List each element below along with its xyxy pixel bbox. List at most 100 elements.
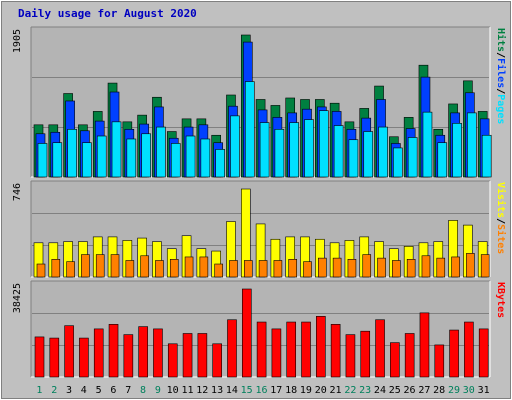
kbytes-bar — [286, 321, 297, 378]
pages-bar — [333, 125, 344, 178]
kbytes-bar — [153, 328, 163, 378]
kbytes-bar — [478, 328, 489, 378]
kbytes-bar — [182, 333, 193, 378]
legend-kbytes: KBytes — [495, 282, 506, 318]
sites-bar — [451, 256, 460, 278]
pages-bar — [215, 149, 225, 178]
day-label: 6 — [110, 385, 116, 396]
sites-bar — [95, 254, 105, 278]
sites-bar — [480, 254, 490, 278]
pages-bar — [289, 122, 300, 178]
kbytes-bar — [375, 319, 385, 378]
kbytes-bar — [404, 333, 415, 378]
pages-bar — [141, 133, 151, 178]
kbytes-bar — [64, 325, 74, 378]
y-max-label: 1905 — [12, 29, 23, 53]
kbytes-bar — [212, 343, 222, 378]
kbytes-bar — [227, 319, 237, 378]
day-label: 15 — [241, 385, 253, 396]
sites-bar — [332, 257, 342, 278]
day-label: 18 — [285, 385, 297, 396]
day-label: 19 — [300, 385, 312, 396]
legend-separator: / — [495, 218, 506, 224]
sites-bar — [258, 260, 268, 278]
pages-bar — [96, 135, 107, 178]
y-max-label: 746 — [12, 183, 23, 201]
sites-bar — [155, 260, 164, 278]
pages-bar — [156, 126, 166, 178]
kbytes-bar — [138, 326, 148, 378]
sites-bar — [421, 255, 431, 278]
pages-bar — [230, 115, 240, 178]
day-label: 7 — [125, 385, 131, 396]
kbytes-bar — [360, 330, 371, 378]
kbytes-bar — [301, 321, 311, 378]
kbytes-bar — [449, 329, 459, 378]
pages-bar — [200, 138, 211, 178]
sites-bar — [81, 254, 90, 278]
day-label: 3 — [66, 385, 72, 396]
day-label: 2 — [51, 385, 57, 396]
sites-bar — [110, 254, 120, 278]
day-label: 25 — [389, 385, 401, 396]
sites-bar — [140, 255, 149, 278]
day-label: 24 — [374, 385, 386, 396]
sites-bar — [169, 259, 179, 278]
day-label: 14 — [226, 385, 238, 396]
pages-bar — [244, 81, 255, 178]
kbytes-bar — [464, 321, 474, 378]
sites-bar — [229, 260, 238, 278]
day-label: 23 — [359, 385, 371, 396]
pages-bar — [319, 110, 329, 178]
pages-bar — [170, 143, 181, 178]
sites-bar — [184, 256, 194, 278]
legend-separator: / — [495, 52, 506, 58]
sites-bar — [288, 259, 298, 278]
pages-bar — [452, 123, 462, 178]
kbytes-bar — [93, 328, 104, 378]
y-max-label: 38425 — [12, 283, 23, 313]
day-label: 22 — [344, 385, 356, 396]
day-label: 20 — [315, 385, 327, 396]
kbytes-bar — [345, 334, 356, 378]
pages-bar — [422, 111, 433, 178]
kbytes-bar — [34, 336, 45, 378]
day-label: 29 — [448, 385, 460, 396]
day-label: 12 — [196, 385, 208, 396]
pages-bar — [407, 137, 418, 178]
legend-sites: Sites — [495, 224, 507, 254]
kbytes-bar — [49, 337, 60, 378]
sites-bar — [36, 263, 46, 278]
kbytes-bar — [256, 321, 267, 378]
sites-bar — [466, 253, 475, 278]
sites-bar — [347, 259, 357, 278]
kbytes-bar — [123, 334, 134, 378]
pages-bar — [52, 142, 63, 178]
sites-bar — [243, 260, 253, 278]
sites-bar — [362, 254, 372, 278]
kbytes-bar — [167, 343, 178, 378]
pages-bar — [393, 147, 403, 178]
pages-bar — [82, 142, 92, 178]
day-label: 16 — [255, 385, 267, 396]
day-label: 27 — [418, 385, 430, 396]
legend-files: Files — [495, 58, 507, 88]
legend-visits: Visits — [495, 182, 507, 218]
day-label: 5 — [96, 385, 102, 396]
day-label: 28 — [433, 385, 445, 396]
pages-bar — [481, 134, 492, 178]
kbytes-bar — [419, 312, 430, 378]
day-label: 4 — [81, 385, 87, 396]
legend-pages: Pages — [495, 94, 506, 124]
pages-bar — [185, 135, 196, 178]
kbytes-bar — [79, 337, 89, 378]
pages-bar — [304, 119, 314, 178]
pages-bar — [363, 131, 374, 178]
kbytes-bar — [271, 328, 282, 378]
sites-bar — [66, 261, 75, 278]
day-label: 8 — [140, 385, 146, 396]
kbytes-bar — [330, 324, 341, 378]
